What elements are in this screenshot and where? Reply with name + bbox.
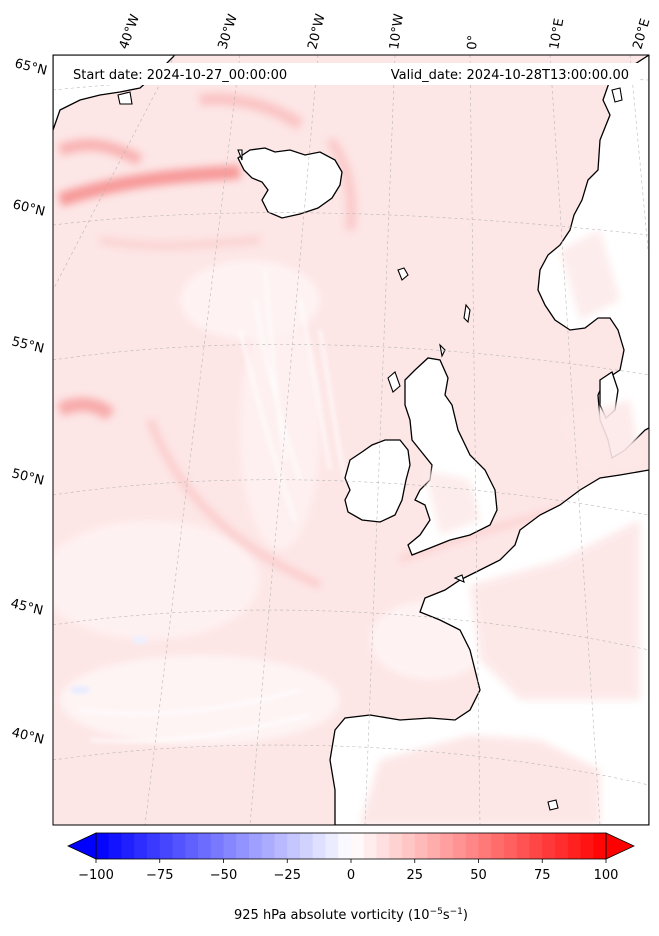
- colorbar-cell: [274, 833, 288, 859]
- lon-label: 30°W: [216, 12, 241, 51]
- colorbar: −100 −75 −50 −25 0 25 50 75 100 925 hPa absolute…: [67, 832, 635, 923]
- valid-date-label: Valid_date: 2024-10-28T13:00:00.00: [391, 68, 629, 83]
- colorbar-cell: [351, 833, 365, 859]
- colorbar-tick-label: 0: [347, 868, 355, 883]
- colorbar-cell: [198, 833, 212, 859]
- lat-label: 40°N: [10, 725, 45, 747]
- colorbar-cell: [172, 833, 186, 859]
- colorbar-cell: [529, 833, 543, 859]
- colorbar-min-extend: [67, 832, 97, 860]
- colorbar-cell: [567, 833, 582, 859]
- colorbar-cell: [542, 833, 556, 859]
- colorbar-cell: [491, 833, 505, 859]
- longitude-labels: 40°W 30°W 20°W 10°W 0° 10°E 20°E: [117, 12, 654, 51]
- lat-label: 60°N: [11, 197, 46, 219]
- colorbar-cell: [147, 833, 161, 859]
- colorbar-cell: [261, 833, 276, 859]
- colorbar-tick-label: 50: [470, 868, 487, 883]
- colorbar-cell: [287, 833, 301, 859]
- colorbar-tick-label: 75: [534, 868, 551, 883]
- colorbar-cell: [414, 833, 429, 859]
- colorbar-cell: [376, 833, 390, 859]
- colorbar-cell: [593, 833, 607, 859]
- colorbar-cell: [402, 833, 416, 859]
- lon-label: 0°: [465, 34, 481, 50]
- colorbar-cell: [210, 833, 225, 859]
- colorbar-cell: [465, 833, 480, 859]
- colorbar-cell: [134, 833, 148, 859]
- colorbar-cell: [121, 833, 135, 859]
- latitude-labels: 65°N 60°N 55°N 50°N 45°N 40°N: [9, 56, 48, 747]
- colorbar-cell: [249, 833, 263, 859]
- iceland-coastline: [237, 147, 343, 219]
- colorbar-cell: [325, 833, 339, 859]
- lat-label: 45°N: [9, 596, 44, 618]
- colorbar-cell: [300, 833, 314, 859]
- colorbar-cell: [312, 833, 327, 859]
- colorbar-cell: [159, 833, 174, 859]
- colorbar-cell: [236, 833, 250, 859]
- lon-label: 20°W: [305, 12, 328, 51]
- colorbar-cell: [555, 833, 569, 859]
- lon-label: 40°W: [117, 12, 143, 51]
- colorbar-tick-label: 25: [406, 868, 423, 883]
- lat-label: 55°N: [10, 334, 45, 356]
- colorbar-cell: [516, 833, 531, 859]
- map-frame: [52, 54, 650, 826]
- colorbar-cell: [453, 833, 467, 859]
- colorbar-cell: [185, 833, 199, 859]
- vorticity-field: [53, 55, 649, 825]
- lat-label: 65°N: [13, 56, 48, 78]
- colorbar-ticks: −100 −75 −50 −25 0 25 50 75 100: [78, 859, 618, 883]
- start-date-label: Start date: 2024-10-27_00:00:00: [73, 68, 287, 83]
- colorbar-tick-label: −100: [78, 868, 114, 883]
- colorbar-label: 925 hPa absolute vorticity (10−5s−1): [234, 907, 468, 923]
- colorbar-tick-label: 100: [594, 868, 619, 883]
- colorbar-tick-label: −75: [146, 868, 173, 883]
- colorbar-cell: [427, 833, 441, 859]
- colorbar-cell: [363, 833, 378, 859]
- colorbar-cell: [108, 833, 123, 859]
- colorbar-max-extend: [605, 832, 635, 860]
- colorbar-cells: [96, 833, 607, 859]
- graticule: [53, 55, 649, 825]
- lon-label: 10°E: [547, 17, 567, 50]
- ireland-coastline: [344, 439, 411, 523]
- lon-label: 10°W: [387, 13, 407, 51]
- colorbar-cell: [580, 833, 594, 859]
- colorbar-cell: [440, 833, 454, 859]
- colorbar-cell: [389, 833, 403, 859]
- colorbar-cell: [504, 833, 518, 859]
- colorbar-cell: [223, 833, 237, 859]
- colorbar-cell: [338, 833, 352, 859]
- lon-label: 20°E: [630, 17, 653, 51]
- header-background: [62, 63, 638, 85]
- colorbar-cell: [96, 833, 110, 859]
- lat-label: 50°N: [10, 466, 45, 488]
- colorbar-tick-label: −25: [274, 868, 301, 883]
- colorbar-tick-label: −50: [210, 868, 237, 883]
- colorbar-cell: [478, 833, 492, 859]
